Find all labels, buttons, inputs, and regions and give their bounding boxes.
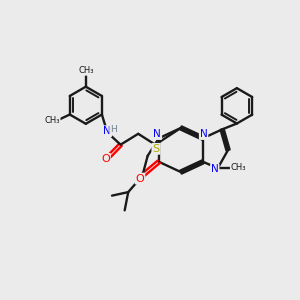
Text: O: O (101, 154, 110, 164)
Text: CH₃: CH₃ (79, 66, 94, 75)
Text: N: N (211, 164, 219, 174)
Text: CH₃: CH₃ (44, 116, 60, 125)
Text: N: N (200, 129, 208, 139)
Text: CH₃: CH₃ (231, 163, 246, 172)
Text: S: S (152, 144, 160, 154)
Text: N: N (103, 126, 111, 136)
Text: O: O (136, 174, 144, 184)
Text: H: H (110, 125, 117, 134)
Text: N: N (154, 129, 161, 139)
